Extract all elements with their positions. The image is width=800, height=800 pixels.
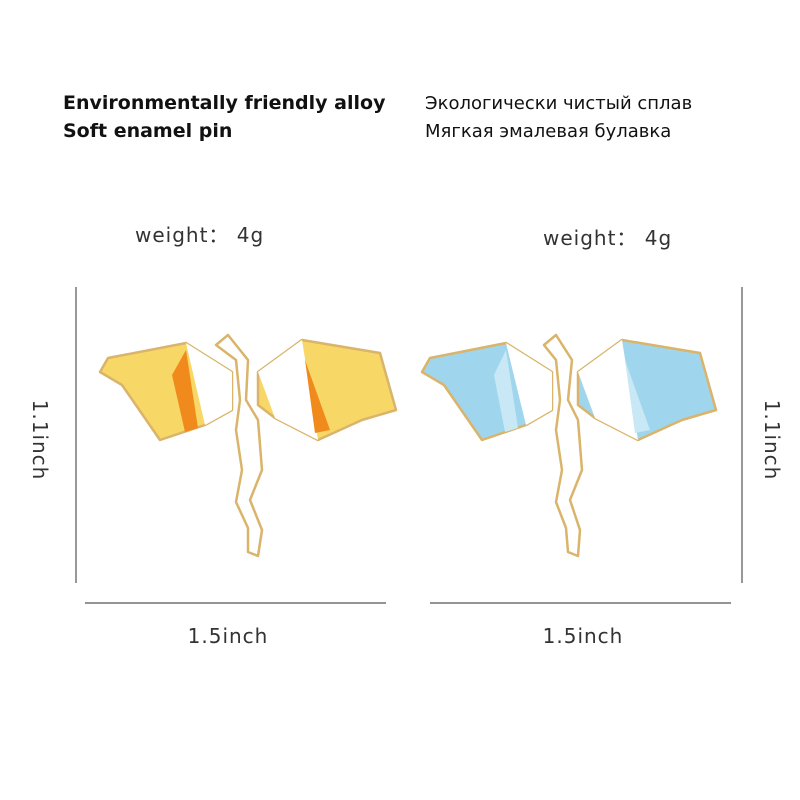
weight-label: weight： 4g <box>135 223 264 247</box>
feature-en: Environmentally friendly alloy <box>63 92 386 114</box>
feature-ru: Экологически чистый сплав <box>425 93 692 114</box>
height-label: 1.1inch <box>760 400 784 481</box>
dragon-pin-blue <box>420 333 718 558</box>
width-label: 1.5inch <box>188 624 269 648</box>
feature-en: Soft enamel pin <box>63 120 232 142</box>
weight-label: weight： 4g <box>543 226 672 250</box>
dragon-pin-yellow <box>98 333 398 558</box>
width-label: 1.5inch <box>543 624 624 648</box>
height-label: 1.1inch <box>28 400 52 481</box>
feature-ru: Мягкая эмалевая булавка <box>425 121 671 142</box>
